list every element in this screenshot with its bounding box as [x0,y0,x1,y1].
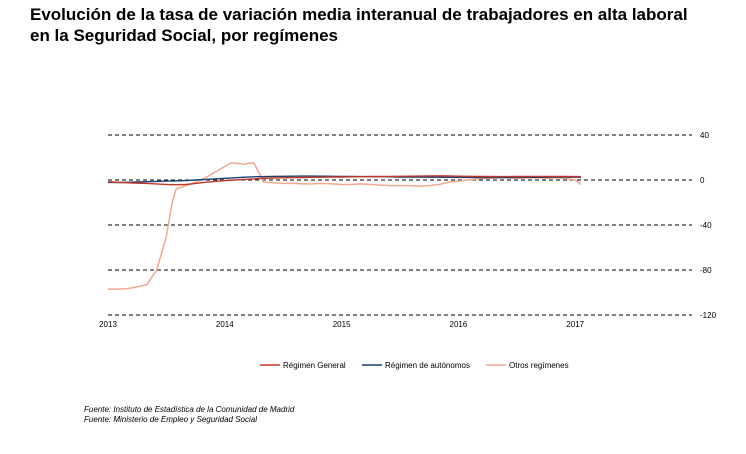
x-tick-label: 2013 [99,320,117,329]
source-line-2: Fuente: Ministerio de Empleo y Seguridad… [84,415,257,424]
x-tick-label: 2016 [450,320,468,329]
legend-item-regimen-autonomos-label: Régimen de autónomos [385,361,470,370]
y-tick-label: -120 [700,311,717,320]
legend-item-regimen-general-label: Régimen General [283,361,346,370]
y-tick-label: -80 [700,266,712,275]
y-tick-label: 40 [700,131,709,140]
chart-title-line-1: Evolución de la tasa de variación media … [30,5,688,24]
series-line-regimen-general [107,175,581,186]
chart-title: Evolución de la tasa de variación media … [30,4,742,46]
chart-title-line-2: en la Seguridad Social, por regímenes [30,26,338,45]
x-tick-label: 2017 [566,320,584,329]
y-tick-label: 0 [700,176,705,185]
x-tick-label: 2015 [333,320,351,329]
source-line-1: Fuente: Instituto de Estadística de la C… [84,405,295,414]
legend-item-otros-regimenes-label: Otros regímenes [509,361,569,370]
sources-block: Fuente: Instituto de Estadística de la C… [84,405,294,425]
y-tick-label: -40 [700,221,712,230]
x-tick-label: 2014 [216,320,234,329]
